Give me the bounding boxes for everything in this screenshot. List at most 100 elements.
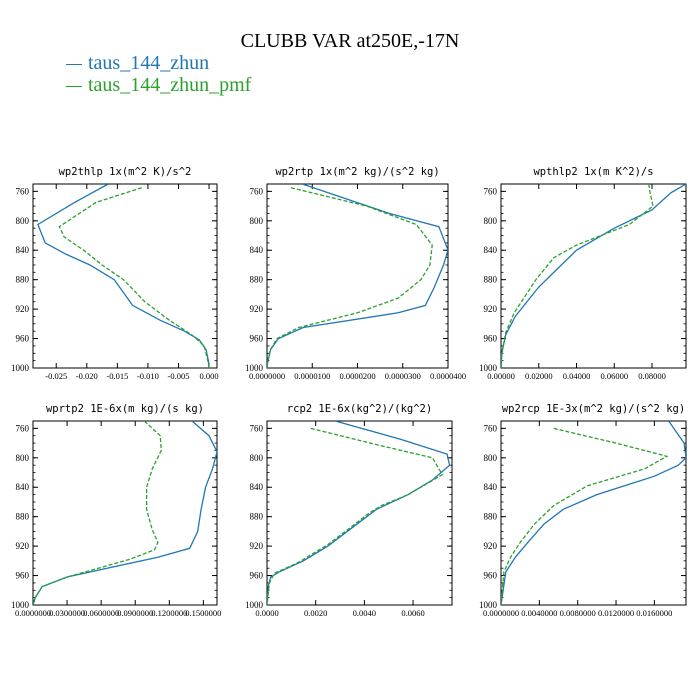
legend-label-1: taus_144_zhun xyxy=(88,52,210,74)
x-tick-label: 0.1200000 xyxy=(151,608,187,618)
y-tick-label: 920 xyxy=(484,541,498,551)
plot-frame xyxy=(32,420,218,606)
x-tick-label: 0.0000300 xyxy=(385,371,421,381)
panel-6: wp2rcp 1E-3x(m^2 kg)/(s^2 kg) 760 800 840 88… xyxy=(479,403,687,618)
y-tick-label: 920 xyxy=(16,304,30,314)
x-tick-label: -0.010 xyxy=(137,371,159,381)
y-tick-label: 880 xyxy=(16,275,30,285)
series-line-2 xyxy=(501,427,669,605)
x-tick-label: 0.0000200 xyxy=(339,371,375,381)
series-line-2 xyxy=(267,187,433,368)
y-tick-label: 920 xyxy=(484,304,498,314)
y-tick-label: 960 xyxy=(484,571,498,581)
y-tick-label: 1000 xyxy=(11,600,30,610)
y-tick-label: 840 xyxy=(484,245,498,255)
x-tick-label: 0.0160000 xyxy=(636,608,672,618)
y-tick-label: 1000 xyxy=(245,363,264,373)
x-tick-label: 0.08000 xyxy=(638,371,666,381)
x-tick-label: 0.1500000 xyxy=(185,608,221,618)
y-tick-label: 760 xyxy=(250,423,264,433)
y-tick-label: 880 xyxy=(250,512,264,522)
series-line-1 xyxy=(267,421,451,605)
y-tick-label: 800 xyxy=(484,216,498,226)
y-tick-label: 880 xyxy=(484,275,498,285)
y-tick-label: 800 xyxy=(16,453,30,463)
y-tick-label: 800 xyxy=(16,216,30,226)
y-tick-label: 960 xyxy=(250,334,264,344)
x-tick-label: 0.000 xyxy=(199,371,218,381)
x-tick-label: -0.025 xyxy=(45,371,67,381)
y-tick-label: 880 xyxy=(250,275,264,285)
x-tick-label: 0.06000 xyxy=(600,371,628,381)
x-tick-label: -0.015 xyxy=(106,371,128,381)
panel-title: rcp2 1E-6x(kg^2)/(kg^2) xyxy=(287,403,432,415)
x-tick-label: 0.04000 xyxy=(563,371,591,381)
y-tick-label: 800 xyxy=(250,216,264,226)
panel-1: wp2thlp 1x(m^2 K)/s^2 760 800 840 880 920 960 1… xyxy=(11,166,219,381)
legend-entry-1: taus_144_zhun xyxy=(66,52,251,74)
x-tick-label: 0.0000000 xyxy=(15,608,51,618)
plot-frame xyxy=(500,420,687,606)
legend-swatch-2 xyxy=(66,85,82,87)
y-tick-label: 800 xyxy=(250,453,264,463)
x-tick-label: -0.020 xyxy=(76,371,98,381)
x-tick-label: 0.0000000 xyxy=(483,608,519,618)
panel-title: wpthlp2 1x(m K^2)/s xyxy=(533,166,653,178)
panel-title: wp2rcp 1E-3x(m^2 kg)/(s^2 kg) xyxy=(502,403,685,415)
y-tick-label: 840 xyxy=(16,482,30,492)
panel-title: wp2rtp 1x(m^2 kg)/(s^2 kg) xyxy=(275,166,439,178)
y-tick-label: 920 xyxy=(250,304,264,314)
x-tick-label: 0.0120000 xyxy=(598,608,634,618)
legend-swatch-1 xyxy=(66,63,82,65)
y-tick-label: 960 xyxy=(250,571,264,581)
y-tick-label: 840 xyxy=(484,482,498,492)
series-line-2 xyxy=(501,184,654,368)
y-tick-label: 800 xyxy=(484,453,498,463)
x-tick-label: 0.0020 xyxy=(304,608,327,618)
y-tick-label: 960 xyxy=(16,571,30,581)
x-tick-label: 0.0040000 xyxy=(521,608,557,618)
x-tick-label: 0.00000 xyxy=(487,371,515,381)
y-tick-label: 920 xyxy=(250,541,264,551)
x-tick-label: 0.0040 xyxy=(353,608,376,618)
legend: taus_144_zhun taus_144_zhun_pmf xyxy=(66,52,251,96)
x-tick-label: 0.02000 xyxy=(525,371,553,381)
plot-frame xyxy=(32,183,218,369)
y-tick-label: 1000 xyxy=(479,363,498,373)
y-tick-label: 960 xyxy=(16,334,30,344)
x-tick-label: 0.0000100 xyxy=(294,371,330,381)
x-tick-label: 0.0000 xyxy=(255,608,278,618)
y-tick-label: 880 xyxy=(16,512,30,522)
panel-5: rcp2 1E-6x(kg^2)/(kg^2) 760 800 840 880 920 96… xyxy=(245,403,453,618)
y-tick-label: 1000 xyxy=(11,363,30,373)
x-tick-label: 0.0300000 xyxy=(49,608,85,618)
y-tick-label: 840 xyxy=(250,482,264,492)
x-tick-label: 0.0000000 xyxy=(249,371,285,381)
panel-2: wp2rtp 1x(m^2 kg)/(s^2 kg) 760 800 840 880 92… xyxy=(245,166,466,381)
panel-3: wpthlp2 1x(m K^2)/s 760 800 840 880 920 960 100… xyxy=(479,166,687,381)
y-tick-label: 920 xyxy=(16,541,30,551)
series-line-1 xyxy=(501,184,686,368)
panel-4: wprtp2 1E-6x(m kg)/(s kg) 760 800 840 880 920… xyxy=(11,403,221,618)
y-tick-label: 760 xyxy=(484,186,498,196)
y-tick-label: 760 xyxy=(484,423,498,433)
y-tick-label: 760 xyxy=(250,186,264,196)
series-line-1 xyxy=(37,184,210,368)
y-tick-label: 880 xyxy=(484,512,498,522)
plot-frame xyxy=(266,183,449,369)
y-tick-label: 760 xyxy=(16,423,30,433)
y-tick-label: 760 xyxy=(16,186,30,196)
y-tick-label: 840 xyxy=(16,245,30,255)
x-tick-label: -0.005 xyxy=(168,371,190,381)
series-line-1 xyxy=(33,421,217,605)
series-line-2 xyxy=(33,421,162,605)
x-tick-label: 0.0080000 xyxy=(560,608,596,618)
x-tick-label: 0.0900000 xyxy=(117,608,153,618)
legend-entry-2: taus_144_zhun_pmf xyxy=(66,74,251,96)
y-tick-label: 960 xyxy=(484,334,498,344)
y-tick-label: 1000 xyxy=(245,600,264,610)
x-tick-label: 0.0600000 xyxy=(83,608,119,618)
plot-frame xyxy=(266,420,453,606)
